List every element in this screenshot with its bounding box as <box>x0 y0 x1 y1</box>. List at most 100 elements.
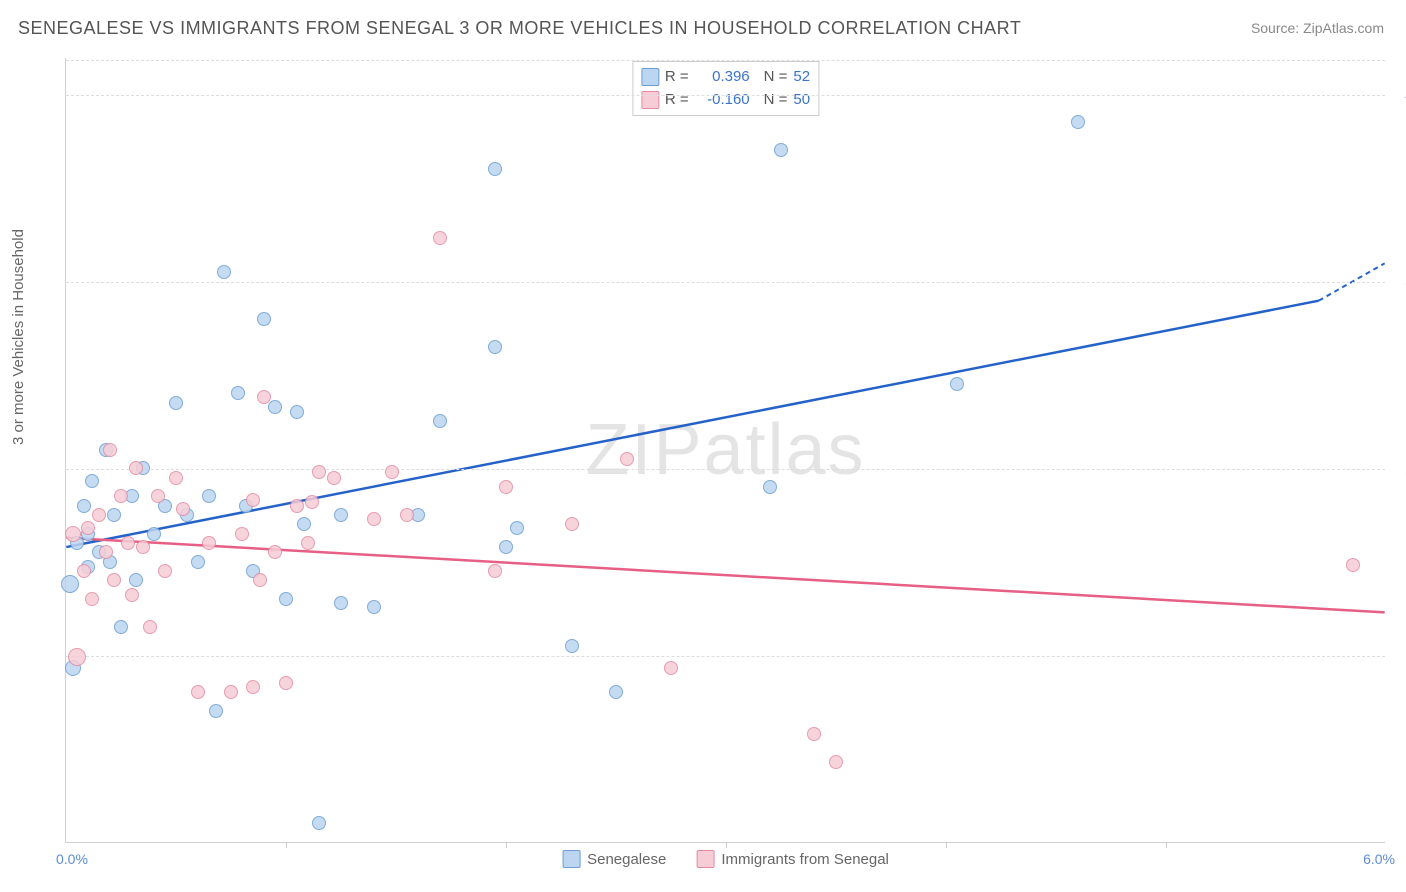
data-point <box>77 564 91 578</box>
data-point <box>191 685 205 699</box>
data-point <box>99 545 113 559</box>
data-point <box>202 489 216 503</box>
r-label: R = <box>665 66 689 89</box>
data-point <box>68 648 86 666</box>
plot-area: ZIPatlas R =0.396N =52R =-0.160N =50 Sen… <box>65 58 1385 843</box>
data-point <box>510 521 524 535</box>
data-point <box>268 545 282 559</box>
data-point <box>950 377 964 391</box>
data-point <box>400 508 414 522</box>
series-legend-item: Senegalese <box>562 850 666 868</box>
r-label: R = <box>665 89 689 112</box>
data-point <box>224 685 238 699</box>
data-point <box>774 143 788 157</box>
data-point <box>1071 115 1085 129</box>
data-point <box>129 461 143 475</box>
data-point <box>334 596 348 610</box>
data-point <box>191 555 205 569</box>
data-point <box>257 390 271 404</box>
data-point <box>367 600 381 614</box>
data-point <box>158 564 172 578</box>
data-point <box>246 493 260 507</box>
data-point <box>367 512 381 526</box>
gridline <box>66 95 1385 96</box>
n-value: 50 <box>793 89 810 112</box>
y-axis-label: 3 or more Vehicles in Household <box>10 229 27 445</box>
data-point <box>312 816 326 830</box>
data-point <box>103 443 117 457</box>
legend-row: R =0.396N =52 <box>641 66 810 89</box>
data-point <box>253 573 267 587</box>
r-value: 0.396 <box>695 66 750 89</box>
data-point <box>488 340 502 354</box>
data-point <box>61 575 79 593</box>
data-point <box>114 489 128 503</box>
legend-swatch <box>641 91 659 109</box>
data-point <box>121 536 135 550</box>
data-point <box>565 639 579 653</box>
data-point <box>65 526 81 542</box>
data-point <box>136 540 150 554</box>
data-point <box>235 527 249 541</box>
data-point <box>499 480 513 494</box>
data-point <box>334 508 348 522</box>
data-point <box>609 685 623 699</box>
x-tick-mark <box>506 842 507 848</box>
r-value: -0.160 <box>695 89 750 112</box>
data-point <box>433 414 447 428</box>
data-point <box>312 465 326 479</box>
data-point <box>433 231 447 245</box>
watermark-text: ZIPatlas <box>585 409 865 491</box>
data-point <box>147 527 161 541</box>
data-point <box>279 592 293 606</box>
x-tick-mark <box>1166 842 1167 848</box>
data-point <box>297 517 311 531</box>
series-name: Immigrants from Senegal <box>721 851 889 868</box>
chart-container: SENEGALESE VS IMMIGRANTS FROM SENEGAL 3 … <box>0 0 1406 892</box>
correlation-legend: R =0.396N =52R =-0.160N =50 <box>632 61 819 116</box>
x-tick-mark <box>286 842 287 848</box>
data-point <box>829 755 843 769</box>
data-point <box>290 499 304 513</box>
data-point <box>107 508 121 522</box>
data-point <box>488 564 502 578</box>
data-point <box>565 517 579 531</box>
data-point <box>129 573 143 587</box>
gridline <box>66 656 1385 657</box>
series-legend: Senegalese Immigrants from Senegal <box>562 850 889 868</box>
x-tick-mark <box>946 842 947 848</box>
data-point <box>209 704 223 718</box>
data-point <box>499 540 513 554</box>
data-point <box>169 471 183 485</box>
data-point <box>202 536 216 550</box>
trendlines-svg <box>66 58 1385 842</box>
gridline <box>66 282 1385 283</box>
data-point <box>257 312 271 326</box>
data-point <box>807 727 821 741</box>
data-point <box>92 508 106 522</box>
gridline <box>66 60 1385 61</box>
data-point <box>305 495 319 509</box>
data-point <box>231 386 245 400</box>
legend-row: R = -0.160 N =50 <box>641 89 810 112</box>
data-point <box>301 536 315 550</box>
data-point <box>664 661 678 675</box>
chart-title: SENEGALESE VS IMMIGRANTS FROM SENEGAL 3 … <box>18 18 1021 39</box>
x-tick-label: 0.0% <box>56 851 88 867</box>
legend-swatch <box>696 850 714 868</box>
legend-swatch <box>641 68 659 86</box>
data-point <box>114 620 128 634</box>
data-point <box>107 573 121 587</box>
data-point <box>81 521 95 535</box>
x-tick-mark <box>726 842 727 848</box>
n-label: N = <box>764 89 788 112</box>
legend-swatch <box>562 850 580 868</box>
data-point <box>246 680 260 694</box>
data-point <box>151 489 165 503</box>
data-point <box>85 474 99 488</box>
data-point <box>1346 558 1360 572</box>
trend-line <box>66 301 1318 547</box>
gridline <box>66 469 1385 470</box>
data-point <box>176 502 190 516</box>
series-legend-item: Immigrants from Senegal <box>696 850 889 868</box>
